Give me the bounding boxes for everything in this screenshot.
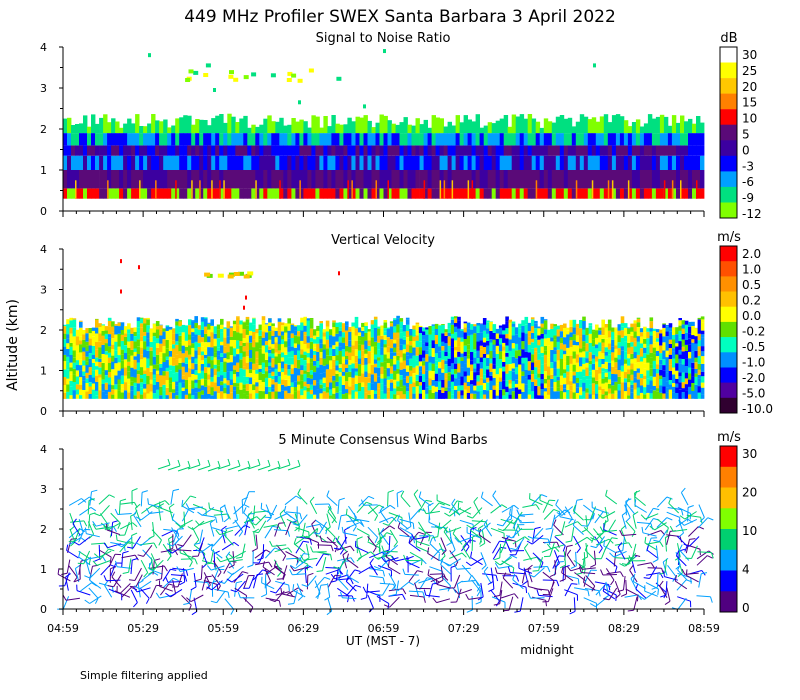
y-tick-label: 1 (40, 164, 47, 177)
x-axis-label: UT (MST - 7) (346, 634, 420, 648)
colorbar-label: 30 (742, 48, 757, 62)
colorbar-label: 15 (742, 96, 757, 110)
colorbar-label: -0.2 (742, 325, 765, 339)
colorbar-unit: m/s (717, 230, 741, 245)
panels: Signal to Noise Ratio01234dB302520151050… (40, 31, 773, 635)
colorbar-label: -10.0 (742, 402, 773, 416)
colorbar-label: -12 (742, 207, 762, 221)
colorbar-label: -0.5 (742, 340, 765, 354)
panel-1: Signal to Noise Ratio01234dB302520151050… (40, 31, 762, 221)
x-tick-label: 07:29 (448, 622, 480, 635)
panel-title: 5 Minute Consensus Wind Barbs (278, 433, 487, 448)
x-tick-label: 06:59 (368, 622, 400, 635)
colorbar-label: -9 (742, 191, 754, 205)
colorbar-label: -6 (742, 175, 754, 189)
y-tick-label: 2 (40, 523, 47, 536)
y-tick-label: 0 (40, 405, 47, 418)
colorbar-label: 0.0 (742, 309, 761, 323)
panel-title: Vertical Velocity (331, 233, 435, 248)
y-tick-label: 3 (40, 82, 47, 95)
x-tick-label: 08:29 (608, 622, 640, 635)
colorbar-label: 2.0 (742, 247, 761, 261)
y-tick-label: 2 (40, 123, 47, 136)
plot-area (63, 259, 705, 399)
colorbar-label: 0.2 (742, 294, 761, 308)
colorbar-label: 30 (742, 447, 757, 461)
x-tick-label: 06:29 (288, 622, 320, 635)
colorbar: m/s2.0 1.00.5 0.20.0 -0.2-0.5 -1.0-2.0 -5.0-1… (717, 230, 773, 416)
x-tick-label: 04:59 (47, 622, 79, 635)
y-tick-label: 4 (40, 243, 47, 256)
colorbar-label: 5 (742, 128, 750, 142)
x-tick-label: 05:29 (127, 622, 159, 635)
colorbar: dB 30 25 20 15 10 50 -3 -6 -9 -12 (719, 31, 762, 221)
colorbar-label: 20 (742, 486, 757, 500)
colorbar-label: 1.0 (742, 263, 761, 277)
y-tick-label: 0 (40, 603, 47, 616)
colorbar-label: 4 (742, 563, 750, 577)
colorbar: m/s30 20 10 4 0 (717, 430, 757, 615)
axes: 0 1 2 3 4 04:59 05:29 05:59 06:29 06:59 07:29 07:59… (40, 443, 720, 635)
y-tick-label: 1 (40, 563, 47, 576)
colorbar-unit: m/s (717, 430, 741, 445)
colorbar-label: 0 (742, 143, 750, 157)
y-tick-label: 4 (40, 443, 47, 456)
x-tick-label: 07:59 (528, 622, 560, 635)
x-tick-label: 08:59 (688, 622, 720, 635)
midnight-label: midnight (520, 643, 574, 657)
axes: 0 1 2 3 4 (40, 41, 705, 218)
colorbar-label: 20 (742, 80, 757, 94)
y-tick-label: 0 (40, 205, 47, 218)
colorbar-label: 0 (742, 601, 750, 615)
colorbar-label: -3 (742, 159, 754, 173)
y-tick-label: 4 (40, 41, 47, 54)
x-tick-label: 05:59 (207, 622, 239, 635)
plot-area (57, 458, 714, 616)
colorbar-label: -5.0 (742, 387, 765, 401)
y-tick-label: 3 (40, 483, 47, 496)
panel-2: Vertical Velocity 0 1 2 3 4 m/s2.0 1.00.5 0.20.0… (40, 230, 773, 418)
axes: 0 1 2 3 4 (40, 243, 705, 418)
colorbar-label: 10 (742, 524, 757, 538)
colorbar-label: 25 (742, 64, 757, 78)
y-axis-label: Altitude (km) (5, 299, 21, 391)
colorbar-label: 10 (742, 112, 757, 126)
colorbar-label: -1.0 (742, 356, 765, 370)
y-tick-label: 2 (40, 324, 47, 337)
plot-area (63, 49, 705, 199)
y-tick-label: 1 (40, 365, 47, 378)
colorbar-unit: dB (720, 31, 737, 46)
panel-title: Signal to Noise Ratio (316, 31, 451, 46)
colorbar-label: -2.0 (742, 371, 765, 385)
figure-title: 449 MHz Profiler SWEX Santa Barbara 3 Ap… (184, 7, 616, 27)
footnote: Simple filtering applied (80, 669, 208, 682)
colorbar-label: 0.5 (742, 278, 761, 292)
y-tick-label: 3 (40, 284, 47, 297)
